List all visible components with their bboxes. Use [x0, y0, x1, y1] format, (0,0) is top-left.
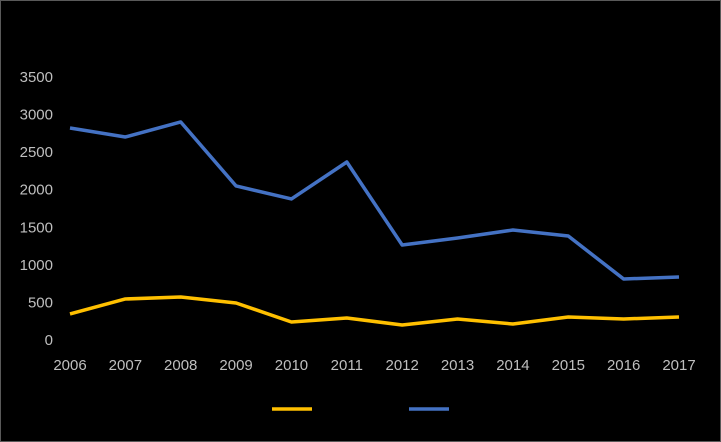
series-line: [69, 120, 680, 281]
y-tick-label: 3500: [20, 69, 53, 86]
y-tick-label: 2500: [20, 144, 53, 161]
x-tick-label: 2016: [607, 357, 640, 374]
x-tick-label: 2017: [662, 357, 695, 374]
y-tick-label: 0: [45, 332, 53, 349]
x-tick-label: 2009: [219, 357, 252, 374]
x-tick-label: 2008: [164, 357, 197, 374]
x-tick-label: 2014: [496, 357, 529, 374]
y-tick-label: 3000: [20, 107, 53, 124]
y-tick-label: 1500: [20, 219, 53, 236]
series-line: [69, 295, 680, 327]
y-tick-label: 1000: [20, 257, 53, 274]
x-tick-label: 2007: [109, 357, 142, 374]
y-tick-label: 2000: [20, 182, 53, 199]
x-tick-label: 2015: [552, 357, 585, 374]
x-tick-label: 2012: [385, 357, 418, 374]
x-tick-label: 2010: [275, 357, 308, 374]
y-tick-label: 500: [28, 294, 53, 311]
x-tick-label: 2011: [331, 357, 363, 374]
x-tick-label: 2013: [441, 357, 474, 374]
x-tick-label: 2006: [53, 357, 86, 374]
